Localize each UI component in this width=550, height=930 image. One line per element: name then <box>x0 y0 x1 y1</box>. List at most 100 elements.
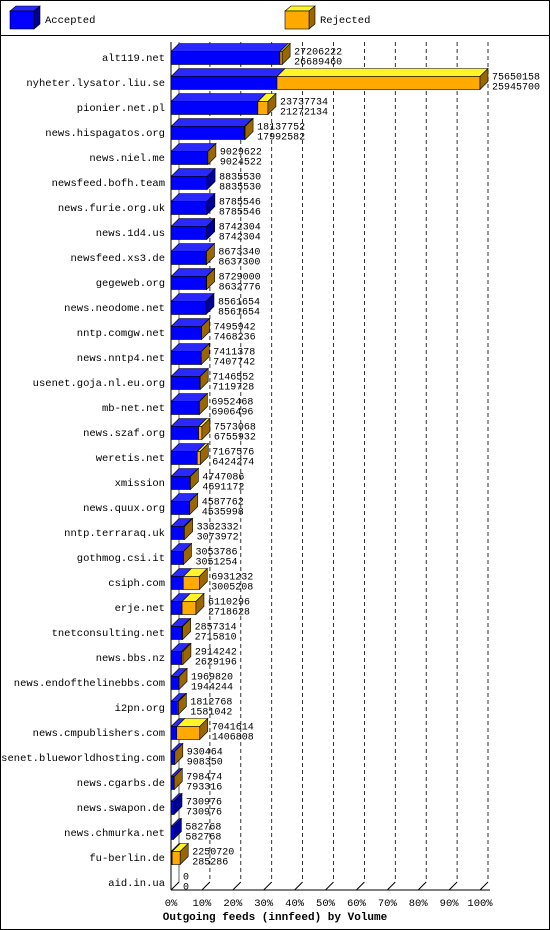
total-label: 6931232 <box>211 573 253 584</box>
rejected-bar-side <box>206 267 215 291</box>
total-label: 8561654 <box>218 298 260 309</box>
total-label: 930464 <box>187 748 223 759</box>
tick-mark <box>170 881 180 891</box>
y-tick-label: csiph.com <box>108 578 165 590</box>
accepted-label: 6755932 <box>214 433 256 444</box>
y-tick-label: news.szaf.org <box>83 428 165 440</box>
rejected-bar-side <box>199 367 209 391</box>
rejected-bar-side <box>183 542 192 566</box>
x-tick-label: 30% <box>254 898 274 910</box>
x-tick-label: 70% <box>378 898 398 910</box>
total-label: 7411378 <box>213 348 255 359</box>
rejected-bar-side <box>199 392 208 416</box>
total-label: 730976 <box>186 798 222 809</box>
y-tick-label: newsfeed.xs3.de <box>70 253 165 265</box>
accepted-bar-side <box>206 192 216 216</box>
accepted-bar <box>170 701 178 715</box>
rejected-bar-side <box>479 67 489 91</box>
accepted-bar <box>170 376 201 390</box>
accepted-label: 285286 <box>192 858 228 869</box>
total-label: 9029622 <box>220 148 262 159</box>
y-tick-label: usenet.blueworldhosting.com <box>0 753 165 765</box>
y-tick-label: erje.net <box>115 603 165 615</box>
accepted-bar <box>170 276 207 290</box>
accepted-label: 9024522 <box>220 158 262 169</box>
accepted-bar <box>170 401 200 415</box>
rejected-bar-side <box>199 442 209 466</box>
y-tick-label: alt119.net <box>102 53 165 65</box>
tick-mark <box>448 881 458 891</box>
accepted-bar-top <box>170 93 267 102</box>
y-tick-label: nntp.terraraq.uk <box>64 528 165 540</box>
rejected-bar-side <box>200 342 210 366</box>
accepted-label: 8785546 <box>219 208 261 219</box>
x-tick-label: 80% <box>409 898 429 910</box>
total-label: 1969820 <box>191 673 233 684</box>
y-tick-label: news.chmurka.net <box>64 828 165 840</box>
accepted-label: 2718628 <box>208 608 250 619</box>
tick-mark <box>325 881 334 891</box>
accepted-bar-top <box>170 68 286 77</box>
y-tick-label: news.cgarbs.de <box>77 778 165 790</box>
rejected-bar-side <box>178 692 187 716</box>
rejected-bar <box>196 451 201 465</box>
rejected-bar <box>198 426 203 440</box>
accepted-bar <box>170 326 202 340</box>
total-label: 582768 <box>185 823 221 834</box>
rejected-bar <box>279 51 283 65</box>
accepted-bar <box>170 476 191 490</box>
rejected-bar <box>176 726 201 740</box>
y-tick-label: tnetconsulting.net <box>52 628 165 640</box>
rejected-bar <box>182 576 200 590</box>
accepted-bar <box>170 776 175 790</box>
x-axis-label: Outgoing feeds (innfeed) by Volume <box>163 912 388 924</box>
accepted-label: 0 <box>183 883 189 894</box>
rejected-bar-side <box>179 842 189 866</box>
tick-mark <box>386 881 396 891</box>
accepted-label: 4691172 <box>202 483 244 494</box>
y-tick-label: news.1d4.us <box>96 228 165 240</box>
accepted-bar <box>170 501 190 515</box>
rejected-bar-side <box>199 717 209 741</box>
y-tick-label: news.neodome.net <box>64 303 165 315</box>
accepted-label: 17992582 <box>257 133 305 144</box>
rejected-bar-side <box>201 417 211 441</box>
accepted-bar <box>170 526 184 540</box>
total-label: 4747086 <box>202 473 244 484</box>
rejected-bar-side <box>244 117 254 141</box>
tick-mark <box>201 881 211 891</box>
y-tick-label: i2pn.org <box>115 703 165 715</box>
rejected-bar <box>257 101 269 115</box>
rejected-bar-side <box>189 492 199 516</box>
y-tick-label: news.bbs.nz <box>96 653 165 665</box>
y-tick-label: news.endofthelinebbs.com <box>14 678 165 690</box>
total-label: 7146552 <box>212 373 254 384</box>
total-label: 8673340 <box>218 248 260 259</box>
y-tick-label: nntp.comgw.net <box>77 328 165 340</box>
accepted-label: 908350 <box>187 758 223 769</box>
y-tick-label: newsfeed.bofh.team <box>52 178 165 190</box>
accepted-bar <box>170 126 245 140</box>
total-label: 7573068 <box>214 423 256 434</box>
accepted-bar <box>170 676 180 690</box>
legend-item: Accepted <box>9 5 95 30</box>
rejected-bar <box>181 601 197 615</box>
total-label: 0 <box>183 873 189 884</box>
rejected-bar-side <box>199 567 208 591</box>
rejected-bar-side <box>206 242 215 266</box>
y-tick-label: news.hispagatos.org <box>45 128 165 140</box>
rejected-bar-side <box>174 742 184 766</box>
accepted-bar-side <box>173 817 182 841</box>
total-label: 2914242 <box>195 648 237 659</box>
total-label: 7495942 <box>214 323 256 334</box>
tick-mark <box>417 881 427 891</box>
accepted-bar <box>170 76 278 90</box>
x-tick-label: 50% <box>316 898 336 910</box>
total-label: 27206222 <box>294 48 342 59</box>
accepted-label: 3073972 <box>197 533 239 544</box>
accepted-bar-side <box>173 792 183 816</box>
accepted-bar <box>170 51 281 65</box>
accepted-label: 7407742 <box>213 358 255 369</box>
tick-mark <box>479 881 489 891</box>
